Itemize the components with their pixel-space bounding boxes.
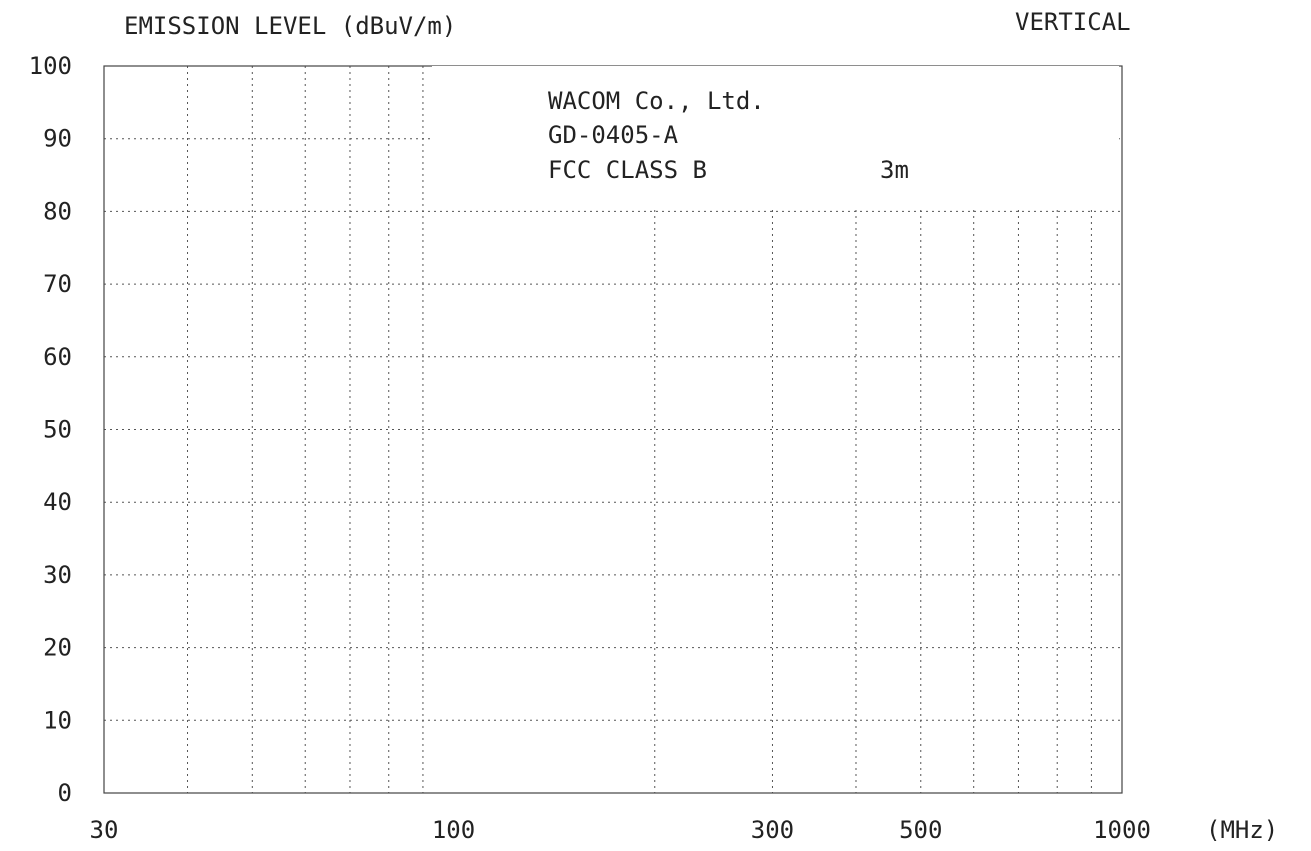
y-tick-label-20: 20 <box>43 634 72 662</box>
y-tick-label-10: 10 <box>43 706 72 734</box>
annotation-company: WACOM Co., Ltd. <box>548 87 765 115</box>
x-tick-label-1000: 1000 <box>1093 816 1151 844</box>
x-axis-unit-label: (MHz) <box>1206 816 1278 844</box>
x-tick-label-100: 100 <box>432 816 475 844</box>
x-tick-label-300: 300 <box>751 816 794 844</box>
y-tick-label-90: 90 <box>43 125 72 153</box>
x-tick-label-30: 30 <box>90 816 119 844</box>
annotation-model: GD-0405-A <box>548 121 679 149</box>
y-tick-label-100: 100 <box>29 52 72 80</box>
y-tick-label-50: 50 <box>43 416 72 444</box>
x-tick-labels: 30 100 300 500 1000 <box>90 816 1151 844</box>
y-tick-label-30: 30 <box>43 561 72 589</box>
x-tick-label-500: 500 <box>899 816 942 844</box>
annotation-box <box>432 66 1119 206</box>
polarization-label: VERTICAL <box>1015 8 1131 36</box>
y-tick-label-80: 80 <box>43 197 72 225</box>
annotation-class: FCC CLASS B <box>548 156 707 184</box>
y-tick-labels: 0 10 20 30 40 50 60 70 80 90 100 <box>29 52 72 807</box>
chart-title: EMISSION LEVEL (dBuV/m) <box>124 12 456 40</box>
y-tick-label-70: 70 <box>43 270 72 298</box>
y-tick-label-40: 40 <box>43 488 72 516</box>
y-tick-label-0: 0 <box>58 779 72 807</box>
y-tick-label-60: 60 <box>43 343 72 371</box>
annotation-distance: 3m <box>880 156 909 184</box>
